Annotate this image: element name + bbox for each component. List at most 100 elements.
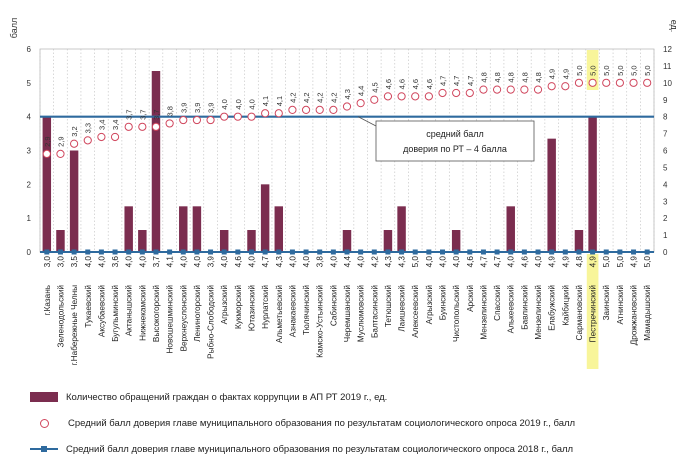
marker-2018 (208, 249, 214, 255)
marker-2019 (179, 115, 188, 125)
x-value-label: 4,0 (507, 256, 516, 268)
x-value-label: 5,0 (602, 256, 611, 268)
data-label-2019: 4,8 (479, 72, 488, 82)
legend-label-bar: Количество обращений граждан о фактах ко… (66, 392, 388, 403)
marker-2018 (631, 249, 637, 255)
data-label-2019: 3,4 (97, 120, 106, 130)
x-value-label: 4,0 (84, 256, 93, 268)
bar (69, 150, 79, 252)
x-value-label: 3,8 (316, 256, 325, 268)
bar (574, 230, 584, 252)
marker-2019 (83, 136, 92, 145)
marker-2018 (85, 249, 91, 255)
x-category-label: Елабужский (548, 285, 557, 331)
data-label-2019: 4,9 (561, 69, 570, 79)
bar (151, 70, 161, 252)
x-value-label: 4,7 (479, 256, 488, 268)
bar (247, 230, 256, 252)
bar (192, 206, 202, 252)
marker-2018 (521, 249, 527, 255)
x-category-label: Алькеевский (507, 285, 516, 333)
data-label-2019: 3,9 (207, 103, 216, 113)
x-value-label: 4,2 (370, 256, 379, 268)
marker-2019 (424, 92, 433, 101)
data-label-2019: 4,6 (398, 79, 407, 89)
legend-item-2019: Средний балл доверия главе муниципальног… (30, 418, 575, 429)
x-category-label: Пестречинский (589, 285, 598, 342)
legend-label-2018: Средний балл доверия главе муниципальног… (66, 444, 574, 455)
x-value-label: 3,9 (207, 256, 216, 268)
marker-2018 (535, 249, 541, 255)
x-value-label: 4,0 (220, 256, 229, 268)
bar (56, 230, 65, 252)
bar (397, 206, 406, 252)
x-value-label: 4,0 (193, 256, 202, 268)
marker-2018 (153, 249, 159, 255)
marker-2019 (533, 85, 543, 94)
callout-line-2: доверия по РТ – 4 балла (403, 144, 507, 154)
data-label-2019: 5,0 (616, 65, 625, 75)
x-value-label: 4,0 (329, 256, 338, 268)
data-label-2019: 5,0 (589, 65, 598, 75)
y-tick-right: 2 (663, 214, 668, 223)
marker-2019 (70, 139, 79, 148)
y-tick-right: 10 (663, 79, 672, 88)
legend-item-2018: Средний балл доверия главе муниципальног… (30, 444, 573, 455)
marker-2018 (248, 249, 254, 255)
data-label-2019: 4,8 (534, 72, 543, 82)
marker-2019 (520, 85, 529, 94)
x-value-label: 4,0 (425, 256, 434, 268)
bar (138, 230, 147, 252)
x-category-label: Нурлатский (261, 285, 270, 329)
marker-2018 (167, 249, 173, 255)
x-value-label: 4,6 (520, 256, 529, 268)
highlight-top (586, 50, 599, 90)
data-label-2019: 5,0 (575, 65, 584, 75)
y-tick-right: 11 (663, 62, 672, 71)
data-label-2019: 4,3 (343, 89, 352, 99)
marker-2018 (494, 249, 500, 255)
marker-2018 (508, 249, 514, 255)
marker-2019 (97, 132, 106, 142)
x-value-label: 4,0 (452, 256, 461, 268)
y-tick-left: 3 (27, 147, 32, 156)
marker-2018 (617, 249, 623, 255)
bar (274, 206, 284, 252)
x-category-label: Лаишевский (398, 285, 407, 332)
x-category-label: Ютазинский (247, 285, 256, 331)
marker-2018 (467, 249, 473, 255)
x-value-label: 4,6 (466, 256, 475, 268)
marker-2019 (315, 105, 324, 115)
marker-2018 (330, 249, 336, 255)
bar (42, 116, 52, 253)
x-category-label: Камско-Устьинский (316, 285, 325, 358)
x-category-label: Сармановский (575, 285, 584, 340)
x-category-label: Бугульминский (111, 285, 120, 342)
x-category-label: Бавлинский (520, 285, 529, 330)
y-tick-right: 9 (663, 96, 668, 105)
marker-2019 (42, 149, 51, 158)
x-category-label: Лениногорский (193, 285, 202, 342)
marker-2018 (590, 249, 596, 255)
x-value-label: 4,0 (125, 256, 134, 268)
marker-2019 (397, 92, 406, 101)
marker-2019 (329, 105, 338, 115)
x-value-label: 5,0 (616, 256, 625, 268)
marker-2018 (126, 249, 132, 255)
x-category-label: Зеленодольский (56, 285, 65, 347)
marker-2018 (562, 249, 568, 255)
y-tick-right: 0 (663, 248, 668, 257)
y-tick-right: 5 (663, 163, 668, 172)
data-label-2019: 3,7 (138, 109, 147, 119)
marker-2019 (643, 78, 652, 87)
marker-2019 (615, 78, 624, 87)
x-value-label: 4,9 (589, 256, 598, 268)
marker-2019 (356, 99, 365, 108)
x-value-label: 4,3 (398, 256, 407, 268)
x-value-label: 4,0 (302, 256, 311, 268)
data-label-2019: 3,9 (179, 103, 188, 113)
x-category-label: Мамадышский (643, 285, 652, 341)
data-label-2019: 4,6 (384, 79, 393, 89)
marker-2018 (344, 249, 350, 255)
x-category-label: Заинский (602, 285, 611, 320)
